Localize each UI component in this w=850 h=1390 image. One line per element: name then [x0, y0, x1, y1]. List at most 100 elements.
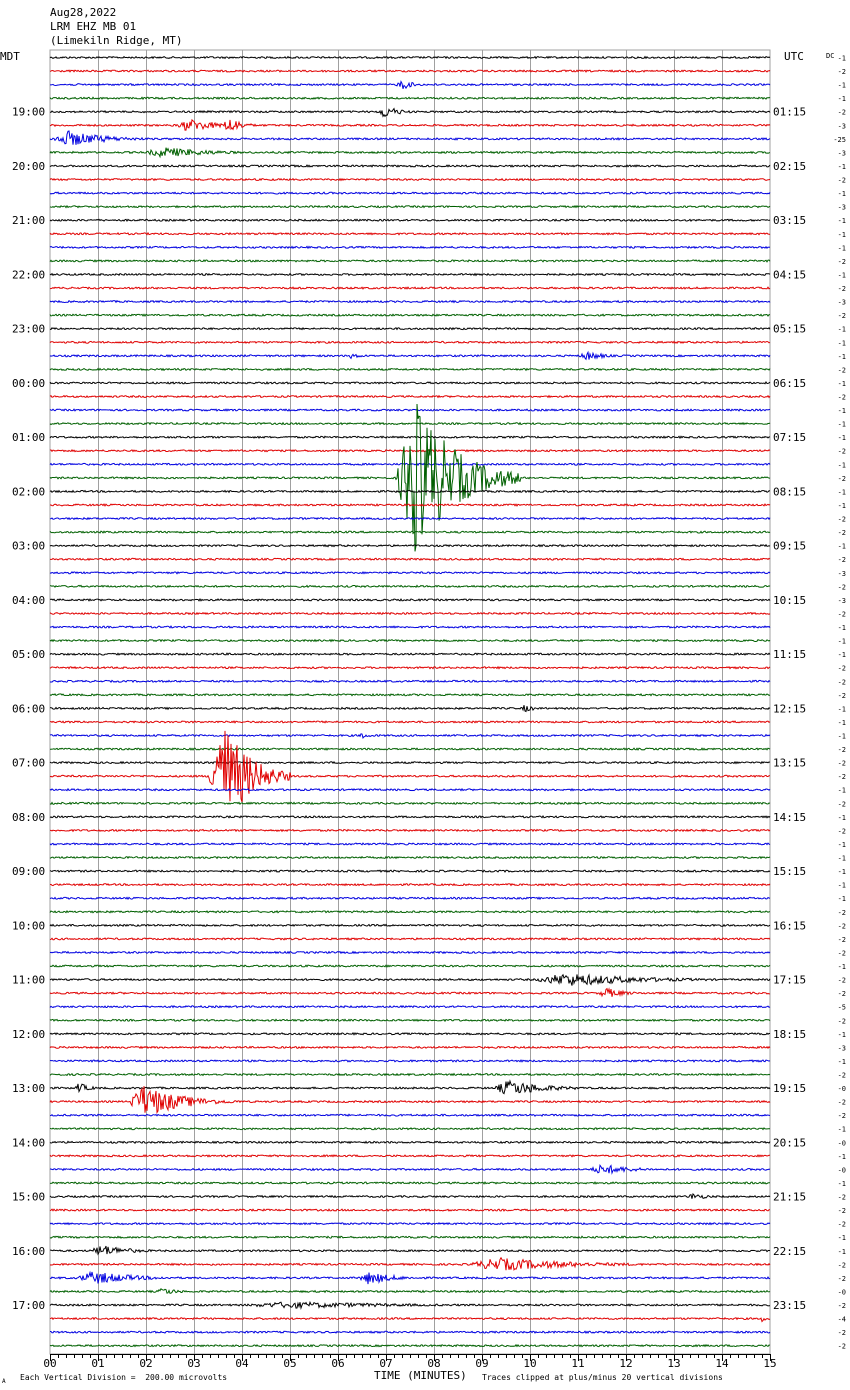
dc-offset: -1: [838, 244, 846, 252]
hour-label-left: 03:00: [12, 540, 45, 553]
dc-offset: -2: [838, 1261, 846, 1269]
dc-offset: -1: [838, 1126, 846, 1134]
dc-offset: -1: [838, 339, 846, 347]
dc-offset: -2: [838, 665, 846, 673]
dc-offset: -1: [838, 719, 846, 727]
trace-line: [49, 69, 771, 73]
hour-label-right: 02:15: [773, 160, 806, 173]
hour-label-left: 16:00: [12, 1245, 45, 1258]
dc-offset: -1: [838, 461, 846, 469]
x-tick-label: 07: [379, 1357, 392, 1370]
hour-label-right: 17:15: [773, 974, 806, 987]
trace-line: [49, 435, 771, 440]
x-tick-label: 01: [91, 1357, 104, 1370]
left-hour-labels: 19:00 20:00 21:00 22:00 23:00 00:00 01:00 02:00…: [12, 106, 45, 1312]
trace-line: [49, 733, 771, 739]
dc-offset: -1: [838, 217, 846, 225]
dc-offset: -2: [838, 692, 846, 700]
trace-line: [49, 1300, 771, 1310]
dc-offset: -1: [838, 651, 846, 659]
trace-line: [49, 403, 771, 552]
x-axis-title: TIME (MINUTES): [374, 1369, 467, 1382]
hour-label-right: 23:15: [773, 1299, 806, 1312]
hour-label-left: 04:00: [12, 594, 45, 607]
hour-label-left: 02:00: [12, 485, 45, 498]
trace-line: [49, 1031, 771, 1036]
trace-line: [49, 1113, 771, 1117]
dc-offset: -3: [838, 570, 846, 578]
clip-note: Traces clipped at plus/minus 20 vertical…: [482, 1373, 723, 1382]
trace-line: [49, 1235, 771, 1239]
trace-line: [49, 381, 771, 385]
trace-line: [49, 107, 771, 118]
trace-line: [49, 730, 770, 802]
x-tick-label: 12: [619, 1357, 632, 1370]
trace-line: [50, 1245, 771, 1256]
hour-label-right: 16:15: [773, 919, 806, 932]
trace-line: [49, 164, 771, 168]
trace-line: [49, 313, 771, 317]
trace-line: [49, 652, 771, 656]
hour-label-right: 22:15: [773, 1245, 806, 1258]
dc-offset: -2: [838, 1302, 846, 1310]
dc-offset: -1: [838, 271, 846, 279]
dc-offset: -1: [838, 326, 846, 334]
dc-offset: -1: [838, 407, 846, 415]
hour-label-left: 10:00: [12, 919, 45, 932]
dc-offset: -2: [838, 312, 846, 320]
dc-offset: -2: [838, 258, 846, 266]
trace-line: [50, 828, 771, 833]
dc-offset: -2: [838, 556, 846, 564]
dc-offset: -2: [838, 475, 846, 483]
corner-mark: A: [2, 1378, 6, 1385]
hour-label-right: 20:15: [773, 1136, 806, 1149]
hour-label-right: 06:15: [773, 377, 806, 390]
trace-line: [49, 96, 771, 101]
dc-offset: -1: [838, 638, 846, 646]
x-tick-label: 00: [43, 1357, 56, 1370]
trace-line: [49, 530, 771, 534]
trace-line: [49, 543, 771, 548]
hour-label-right: 13:15: [773, 757, 806, 770]
trace-line: [49, 705, 771, 713]
right-timezone-label: UTC: [784, 50, 804, 63]
dc-offset: -1: [838, 895, 846, 903]
trace-line: [49, 625, 771, 629]
trace-line: [49, 1163, 771, 1175]
dc-offset: -2: [838, 800, 846, 808]
trace-line: [49, 896, 770, 901]
x-tick-label: 11: [571, 1357, 584, 1370]
trace-line: [49, 130, 771, 145]
trace-line: [49, 1288, 771, 1294]
dc-offset: -2: [838, 827, 846, 835]
seismic-traces: [49, 55, 771, 1348]
trace-line: [49, 421, 771, 426]
trace-line: [49, 1208, 770, 1212]
dc-offset: -1: [838, 434, 846, 442]
dc-offset: -1: [838, 82, 846, 90]
trace-line: [49, 882, 771, 887]
hour-label-right: 15:15: [773, 865, 806, 878]
dc-offset: -2: [838, 109, 846, 117]
trace-line: [49, 1018, 771, 1023]
dc-offset: -2: [838, 936, 846, 944]
trace-line: [49, 842, 771, 846]
trace-line: [49, 1045, 771, 1050]
dc-offset: -1: [838, 1248, 846, 1256]
dc-offset: -1: [838, 380, 846, 388]
dc-offset: -0: [838, 1085, 846, 1093]
dc-offset: -0: [838, 1166, 846, 1174]
dc-offset: -3: [838, 204, 846, 212]
hour-label-left: 14:00: [12, 1136, 45, 1149]
trace-line: [50, 747, 771, 751]
dc-offset: -2: [838, 285, 846, 293]
dc-offset: -2: [838, 678, 846, 686]
hour-label-right: 05:15: [773, 323, 806, 336]
trace-line: [49, 597, 771, 602]
dc-offset: -2: [838, 516, 846, 524]
trace-line: [49, 394, 771, 399]
hour-label-right: 07:15: [773, 431, 806, 444]
trace-line: [49, 692, 771, 697]
dc-offset: -1: [838, 488, 846, 496]
dc-offset: -1: [838, 543, 846, 551]
